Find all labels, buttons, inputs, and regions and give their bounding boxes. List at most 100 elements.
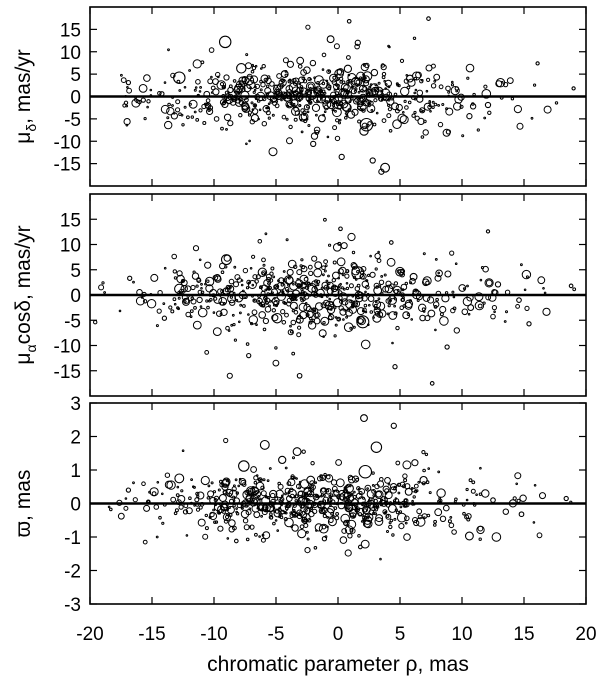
x-tick-label: 15: [513, 624, 534, 645]
data-point: [346, 79, 351, 84]
data-point: [297, 490, 306, 499]
x-tick-label: -20: [76, 624, 103, 645]
data-point: [135, 100, 139, 104]
data-point: [118, 309, 122, 313]
data-point: [377, 81, 381, 85]
data-point: [309, 480, 315, 486]
data-point: [397, 491, 401, 495]
data-point: [188, 99, 198, 109]
data-point: [381, 71, 387, 77]
data-point: [330, 91, 337, 99]
data-point: [177, 307, 180, 311]
data-point: [530, 116, 534, 120]
data-point: [260, 74, 269, 83]
y-tick-label: 10: [60, 236, 81, 257]
data-point: [56, 64, 59, 67]
data-point: [257, 494, 261, 498]
data-point: [328, 297, 332, 301]
data-point: [343, 64, 353, 73]
data-point: [283, 301, 287, 305]
data-point: [349, 300, 353, 304]
data-point: [392, 119, 402, 129]
data-point: [294, 499, 298, 503]
data-point: [212, 508, 216, 512]
data-point: [245, 142, 248, 146]
data-point: [374, 267, 378, 271]
data-point: [370, 68, 379, 77]
data-point: [299, 264, 303, 268]
data-point: [445, 107, 449, 111]
data-point: [285, 117, 289, 121]
data-point: [376, 311, 384, 318]
data-point: [466, 76, 470, 80]
data-point: [388, 240, 394, 245]
data-point: [375, 514, 384, 523]
data-point: [247, 313, 250, 316]
data-point: [142, 299, 148, 304]
data-point: [240, 479, 246, 486]
data-point: [257, 239, 263, 244]
data-point: [271, 113, 275, 117]
y-tick-label: -2: [64, 562, 81, 583]
data-point: [228, 513, 233, 517]
data-point: [170, 72, 176, 79]
data-point: [466, 113, 473, 120]
data-point: [310, 132, 319, 140]
data-point: [297, 64, 303, 69]
data-point: [273, 84, 281, 93]
data-point: [356, 270, 360, 274]
data-point: [374, 517, 384, 526]
data-point: [262, 263, 266, 267]
data-point: [568, 283, 574, 289]
data-point: [342, 318, 345, 321]
data-point: [353, 98, 360, 105]
data-point: [396, 83, 400, 87]
data-point: [387, 304, 391, 308]
data-point: [267, 116, 271, 120]
data-point: [314, 86, 318, 90]
data-point: [449, 250, 455, 256]
data-point: [274, 346, 278, 350]
data-point: [388, 521, 392, 525]
data-point: [207, 105, 214, 111]
data-point: [417, 514, 423, 520]
y-tick-label: 3: [70, 394, 81, 415]
data-point: [314, 481, 318, 484]
data-point: [306, 89, 312, 96]
data-point: [216, 80, 227, 90]
data-point: [454, 262, 458, 266]
data-point: [393, 517, 397, 521]
data-point: [261, 257, 266, 263]
data-point: [299, 296, 303, 300]
data-point: [374, 483, 380, 490]
data-point: [467, 312, 471, 316]
data-point: [293, 476, 297, 480]
data-point: [356, 307, 365, 316]
data-point: [126, 86, 129, 89]
data-point: [482, 301, 486, 305]
y-tick-label: 0: [70, 286, 81, 307]
data-point: [260, 537, 266, 543]
data-point: [275, 489, 284, 498]
data-point: [424, 315, 431, 322]
data-point: [374, 252, 381, 260]
data-point: [93, 320, 98, 325]
data-point: [282, 57, 289, 64]
data-point: [357, 90, 361, 94]
data-point: [373, 307, 382, 315]
data-point: [204, 513, 209, 518]
data-point: [422, 468, 426, 473]
data-point: [212, 327, 222, 337]
data-point: [303, 282, 307, 285]
data-point: [200, 287, 203, 290]
data-point: [287, 329, 294, 336]
scatter-points: [56, 16, 576, 175]
data-point: [321, 52, 327, 58]
data-point: [434, 328, 437, 332]
data-point: [235, 507, 238, 510]
data-point: [383, 79, 387, 83]
data-point: [444, 291, 449, 295]
data-point: [245, 342, 250, 346]
data-point: [251, 254, 256, 259]
data-point: [502, 508, 509, 515]
